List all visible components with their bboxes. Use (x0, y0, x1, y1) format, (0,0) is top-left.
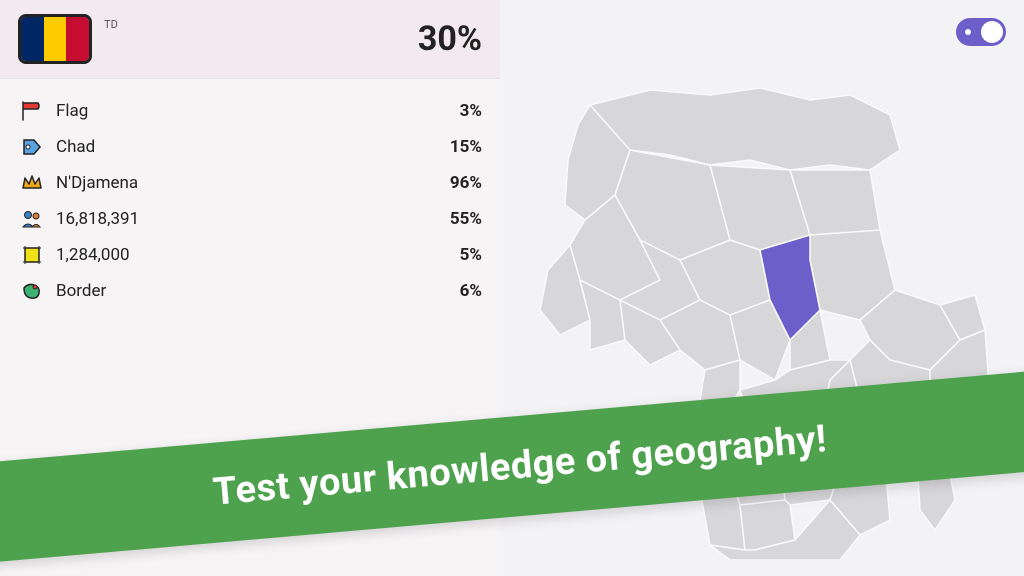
stat-label: 1,284,000 (56, 245, 130, 265)
country-code: TD (104, 18, 118, 31)
stat-label: Flag (56, 101, 88, 121)
area-icon (18, 243, 46, 267)
stat-row-population[interactable]: 16,818,391 55% (18, 201, 482, 237)
stat-percent: 96% (450, 173, 482, 193)
toggle-indicator (965, 29, 971, 35)
stat-label: 16,818,391 (56, 209, 139, 229)
stat-percent: 3% (460, 101, 482, 121)
toggle-knob (981, 21, 1003, 43)
flag-stripe-2 (44, 17, 67, 61)
country-header: TD 30% (0, 0, 500, 79)
country-flag (18, 14, 92, 64)
stats-list: Flag 3% Chad 15% N'Djamena 96% 16,818,39… (0, 79, 500, 323)
stat-label: Border (56, 281, 106, 301)
overall-percent: 30% (418, 19, 482, 59)
crown-icon (18, 171, 46, 195)
stat-row-border[interactable]: Border 6% (18, 273, 482, 309)
stat-row-flag[interactable]: Flag 3% (18, 93, 482, 129)
stat-percent: 6% (460, 281, 482, 301)
tag-icon (18, 135, 46, 159)
people-icon (18, 207, 46, 231)
flag-stripe-3 (66, 17, 89, 61)
settings-toggle[interactable] (956, 18, 1006, 46)
stat-row-name[interactable]: Chad 15% (18, 129, 482, 165)
flag-icon (18, 99, 46, 123)
stat-label: N'Djamena (56, 173, 138, 193)
stat-percent: 5% (460, 245, 482, 265)
border-icon (18, 279, 46, 303)
stat-label: Chad (56, 137, 95, 157)
flag-stripe-1 (21, 17, 44, 61)
stat-percent: 55% (450, 209, 482, 229)
stat-percent: 15% (450, 137, 482, 157)
stat-row-area[interactable]: 1,284,000 5% (18, 237, 482, 273)
stat-row-capital[interactable]: N'Djamena 96% (18, 165, 482, 201)
